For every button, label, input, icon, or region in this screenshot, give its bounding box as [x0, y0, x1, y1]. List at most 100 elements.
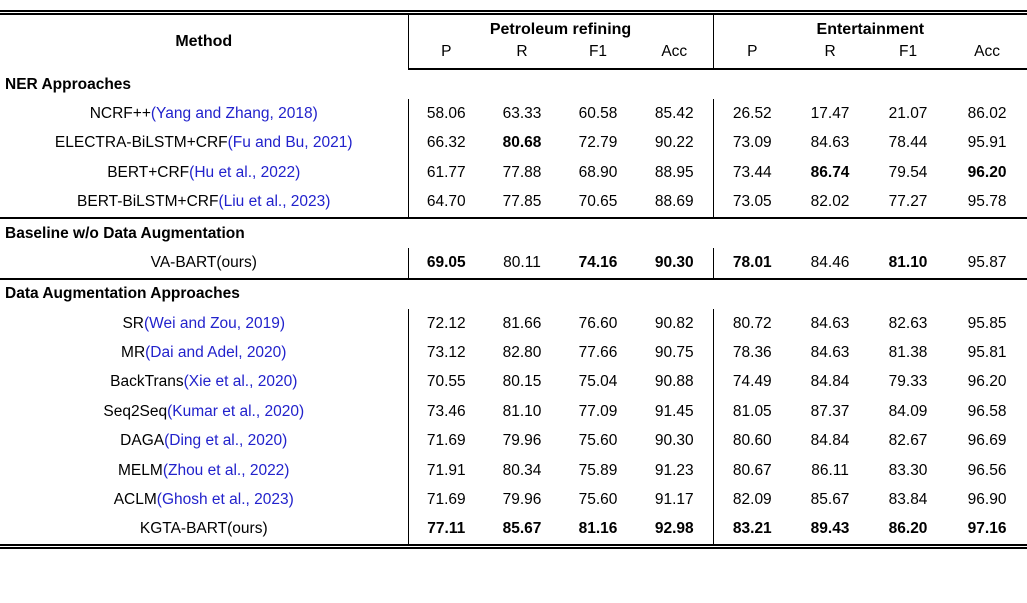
method-name: VA-BART [150, 253, 217, 271]
metric-cell: 82.80 [502, 344, 542, 362]
metric-cell: 70.65 [578, 193, 618, 211]
metric-cell: 71.69 [407, 485, 484, 515]
metric-cell: 90.88 [654, 373, 694, 391]
metric-cell: 60.58 [578, 105, 618, 123]
metric-cell: 95.85 [967, 314, 1007, 332]
metric-cell: 58.06 [407, 99, 484, 129]
method-cell: VA-BART(ours) [0, 248, 408, 278]
method-name: BERT+CRF [107, 163, 190, 181]
metric-cell: 90.75 [654, 344, 694, 362]
metric-cell: 90.30 [654, 253, 694, 271]
metric-cell: 95.81 [967, 344, 1007, 362]
metric-cell: 74.49 [712, 367, 792, 398]
table-row: BERT-BiLSTM+CRF(Liu et al., 2023) 64.70 77… [0, 187, 1027, 218]
metric-cell: 66.32 [407, 128, 484, 159]
metric-cell: 78.01 [712, 248, 792, 279]
metric-cell: 69.05 [407, 248, 484, 279]
metric-cell: 71.69 [407, 426, 484, 456]
table-row: MELM(Zhou et al., 2022) 71.91 80.34 75.89 91… [0, 455, 1027, 486]
metric-cell: 26.52 [712, 99, 792, 129]
citation-link[interactable]: (Fu and Bu, 2021) [227, 134, 353, 152]
metric-cell: 96.56 [967, 461, 1007, 479]
ours-label: (ours) [227, 520, 268, 538]
citation-link[interactable]: (Wei and Zou, 2019) [144, 314, 286, 332]
metric-cell: 75.04 [578, 373, 618, 391]
metric-cell: 96.58 [967, 402, 1007, 420]
citation-link[interactable]: (Xie et al., 2020) [183, 373, 298, 391]
citation-link[interactable]: (Dai and Adel, 2020) [145, 344, 287, 362]
metric-cell: 86.02 [967, 105, 1007, 123]
metric-cell: 92.98 [654, 520, 694, 538]
col-header-p: P [712, 41, 792, 70]
metric-cell: 84.46 [810, 253, 850, 271]
metric-cell: 90.22 [654, 134, 694, 152]
metric-cell: 95.78 [967, 193, 1007, 211]
table-row: DAGA(Ding et al., 2020) 71.69 79.96 75.60 90… [0, 426, 1027, 456]
citation-link[interactable]: (Ding et al., 2020) [164, 432, 288, 450]
metric-cell: 83.21 [712, 514, 792, 547]
method-cell: BackTrans(Xie et al., 2020) [0, 368, 408, 397]
metric-cell: 75.60 [578, 432, 618, 450]
citation-link[interactable]: (Liu et al., 2023) [218, 193, 331, 211]
method-name: Seq2Seq [103, 402, 168, 420]
section-header-row: NER Approaches [0, 69, 1027, 99]
method-name: DAGA [120, 432, 165, 450]
col-header-f1: F1 [560, 41, 636, 70]
metric-cell: 17.47 [810, 105, 850, 123]
metric-cell: 84.09 [888, 402, 928, 420]
metric-cell: 72.12 [407, 309, 484, 339]
method-cell: Seq2Seq(Kumar et al., 2020) [0, 397, 408, 426]
metric-cell: 89.43 [810, 520, 850, 538]
citation-link[interactable]: (Kumar et al., 2020) [167, 402, 305, 420]
citation-link[interactable]: (Ghosh et al., 2023) [156, 490, 294, 508]
metric-cell: 75.60 [578, 490, 618, 508]
metric-cell: 84.63 [810, 134, 850, 152]
table-row: ELECTRA-BiLSTM+CRF(Fu and Bu, 2021) 66.32… [0, 128, 1027, 159]
metric-cell: 80.11 [503, 253, 541, 271]
metric-cell: 91.45 [654, 402, 694, 420]
metric-cell: 81.38 [888, 344, 928, 362]
metric-cell: 86.74 [810, 163, 850, 181]
metric-cell: 83.84 [888, 490, 928, 508]
section-header-row: Data Augmentation Approaches [0, 277, 1027, 309]
metric-cell: 81.66 [502, 314, 542, 332]
col-header-p: P [407, 41, 484, 70]
metric-cell: 88.95 [654, 163, 694, 181]
metric-cell: 91.17 [654, 490, 694, 508]
section-header-row: Baseline w/o Data Augmentation [0, 216, 1027, 249]
metric-cell: 79.54 [888, 163, 928, 181]
citation-link[interactable]: (Hu et al., 2022) [189, 163, 301, 181]
section-title: Data Augmentation Approaches [0, 277, 1027, 309]
metric-cell: 73.44 [712, 158, 792, 188]
citation-link[interactable]: (Zhou et al., 2022) [162, 461, 290, 479]
citation-link[interactable]: (Yang and Zhang, 2018) [150, 105, 318, 123]
metric-cell: 77.09 [578, 402, 618, 420]
table-row: MR(Dai and Adel, 2020) 73.12 82.80 77.66 90.… [0, 338, 1027, 368]
col-header-r: R [484, 41, 560, 70]
metric-cell: 85.42 [654, 105, 694, 123]
method-cell: MELM(Zhou et al., 2022) [0, 456, 408, 485]
metric-cell: 71.91 [407, 455, 484, 486]
method-cell: NCRF++(Yang and Zhang, 2018) [0, 99, 408, 128]
metric-cell: 96.20 [967, 163, 1007, 181]
metric-cell: 91.23 [654, 461, 694, 479]
metric-cell: 90.82 [654, 314, 694, 332]
metric-cell: 80.72 [712, 309, 792, 339]
metric-cell: 79.33 [888, 373, 928, 391]
metric-cell: 84.84 [810, 432, 850, 450]
metric-cell: 21.07 [888, 105, 928, 123]
header-group-row: Method Petroleum refining Entertainment [0, 12, 1027, 50]
ours-label: (ours) [216, 253, 257, 271]
col-header-acc: Acc [947, 41, 1027, 70]
metric-cell: 81.05 [712, 397, 792, 427]
metric-cell: 77.66 [578, 344, 618, 362]
method-cell: SR(Wei and Zou, 2019) [0, 309, 408, 338]
metric-cell: 86.11 [811, 461, 849, 479]
metric-cell: 84.84 [810, 373, 850, 391]
metric-cell: 81.10 [502, 402, 542, 420]
metric-cell: 88.69 [654, 193, 694, 211]
method-name: MELM [118, 461, 163, 479]
metric-cell: 80.67 [712, 455, 792, 486]
method-cell: DAGA(Ding et al., 2020) [0, 427, 408, 456]
method-name: BERT-BiLSTM+CRF [77, 193, 219, 211]
